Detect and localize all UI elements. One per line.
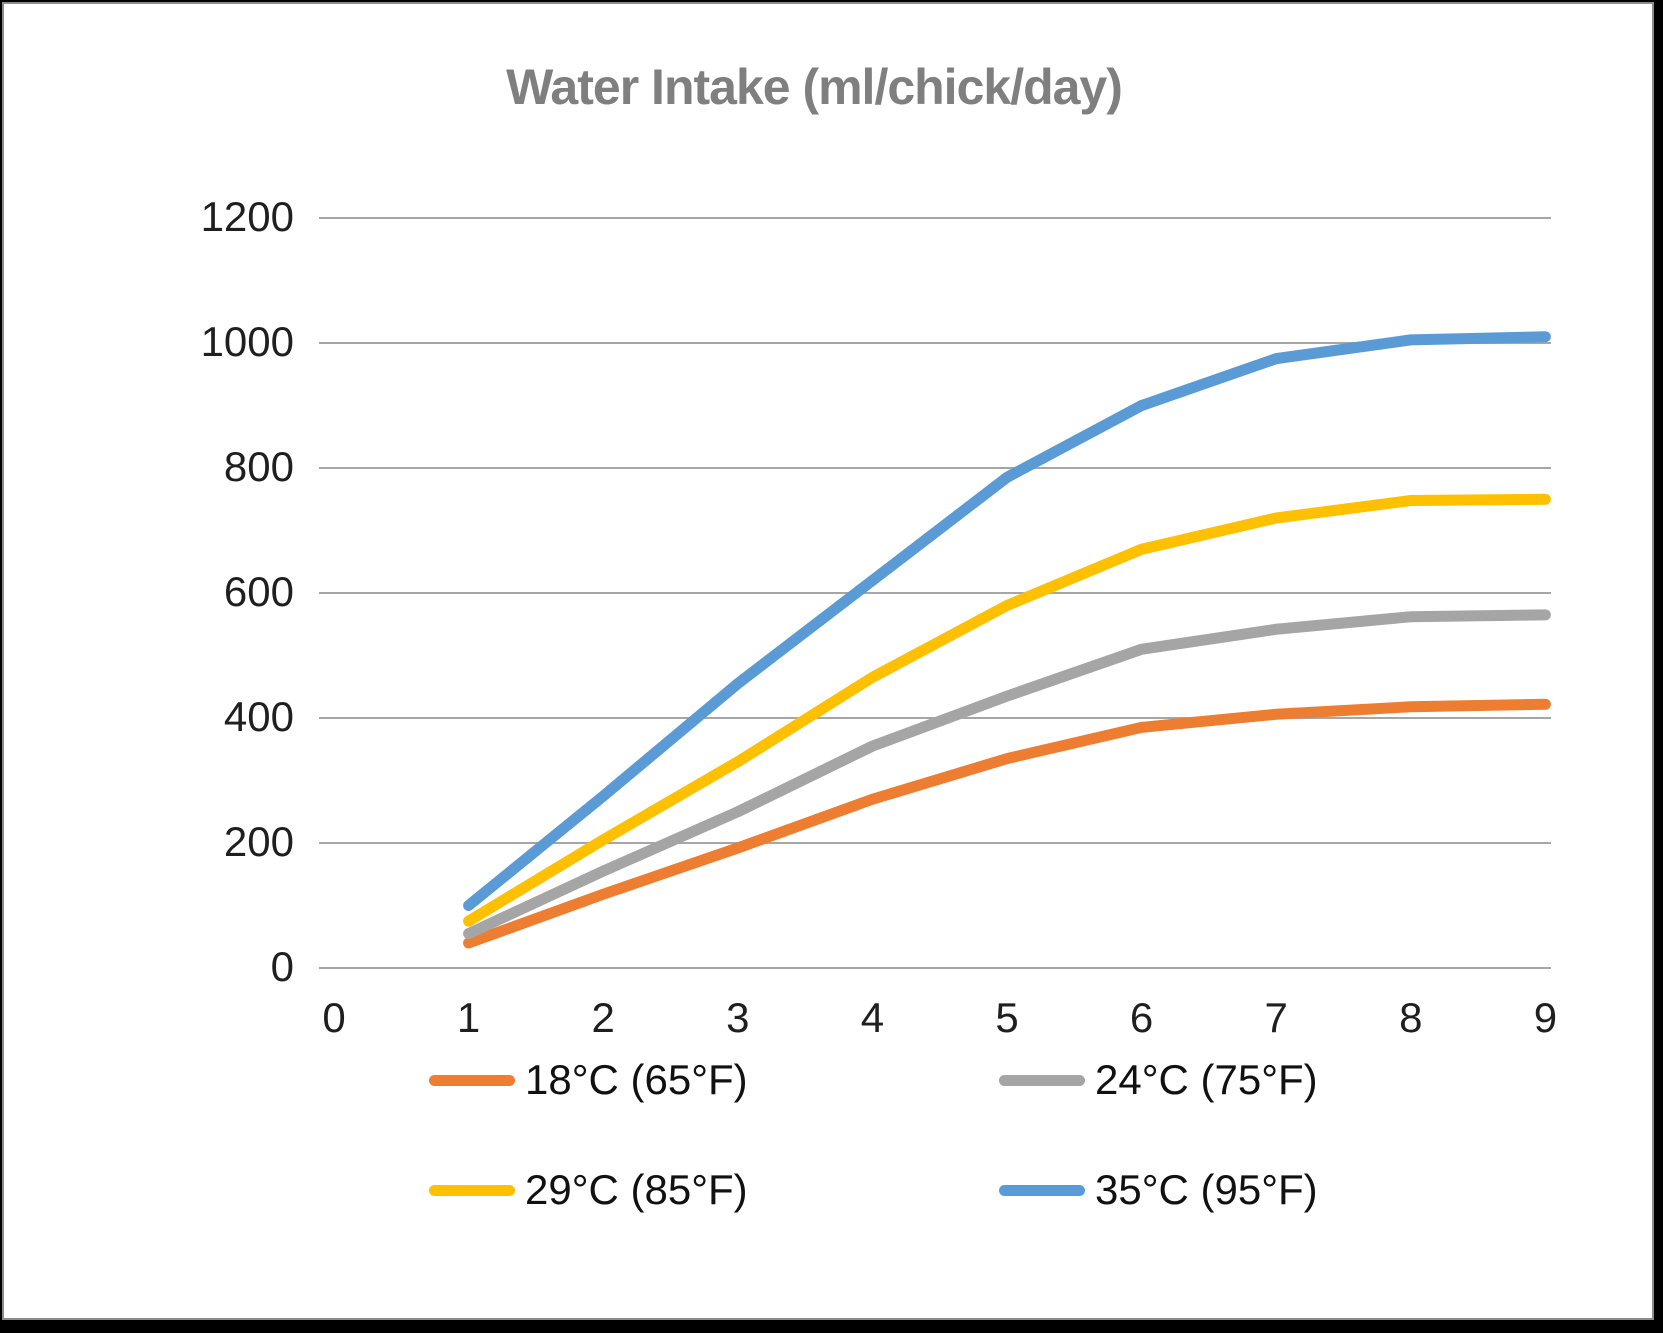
y-tick-label: 0 — [270, 943, 294, 990]
legend-item-29c: 29°C (85°F) — [429, 1166, 748, 1214]
series-line-0 — [463, 698, 1551, 949]
plot-area — [319, 217, 1551, 969]
x-tick-label: 3 — [726, 994, 750, 1041]
series-line-2 — [463, 493, 1551, 927]
y-tick-label: 200 — [223, 818, 294, 865]
y-tick-label: 1000 — [200, 318, 294, 365]
legend-swatch-29c — [429, 1184, 515, 1196]
y-tick-label: 1200 — [200, 193, 294, 240]
x-tick-label: 7 — [1264, 994, 1288, 1041]
legend-label-29c: 29°C (85°F) — [525, 1166, 748, 1213]
legend-item-24c: 24°C (75°F) — [999, 1056, 1318, 1104]
legend-swatch-18c — [429, 1074, 515, 1086]
y-tick-label: 400 — [223, 693, 294, 740]
legend-label-35c: 35°C (95°F) — [1095, 1166, 1318, 1213]
legend-item-35c: 35°C (95°F) — [999, 1166, 1318, 1214]
y-tick-label: 800 — [223, 443, 294, 490]
x-tick-label: 0 — [322, 994, 346, 1041]
x-tick-label: 8 — [1399, 994, 1423, 1041]
x-tick-label: 9 — [1533, 994, 1558, 1041]
x-tick-label: 6 — [1129, 994, 1154, 1041]
legend-item-18c: 18°C (65°F) — [429, 1056, 748, 1104]
x-tick-label: 2 — [591, 994, 615, 1041]
series-line-3 — [463, 331, 1551, 911]
legend-label-18c: 18°C (65°F) — [525, 1056, 748, 1103]
legend-swatch-35c — [999, 1184, 1085, 1196]
chart-title: Water Intake (ml/chick/day) — [506, 59, 1123, 115]
legend-label-24c: 24°C (75°F) — [1095, 1056, 1318, 1103]
x-tick-label: 5 — [995, 994, 1019, 1041]
y-tick-label: 600 — [223, 568, 294, 615]
legend-swatch-24c — [999, 1074, 1085, 1086]
x-tick-label: 4 — [860, 994, 885, 1041]
series-line-1 — [463, 609, 1551, 940]
x-tick-label: 1 — [456, 994, 481, 1041]
